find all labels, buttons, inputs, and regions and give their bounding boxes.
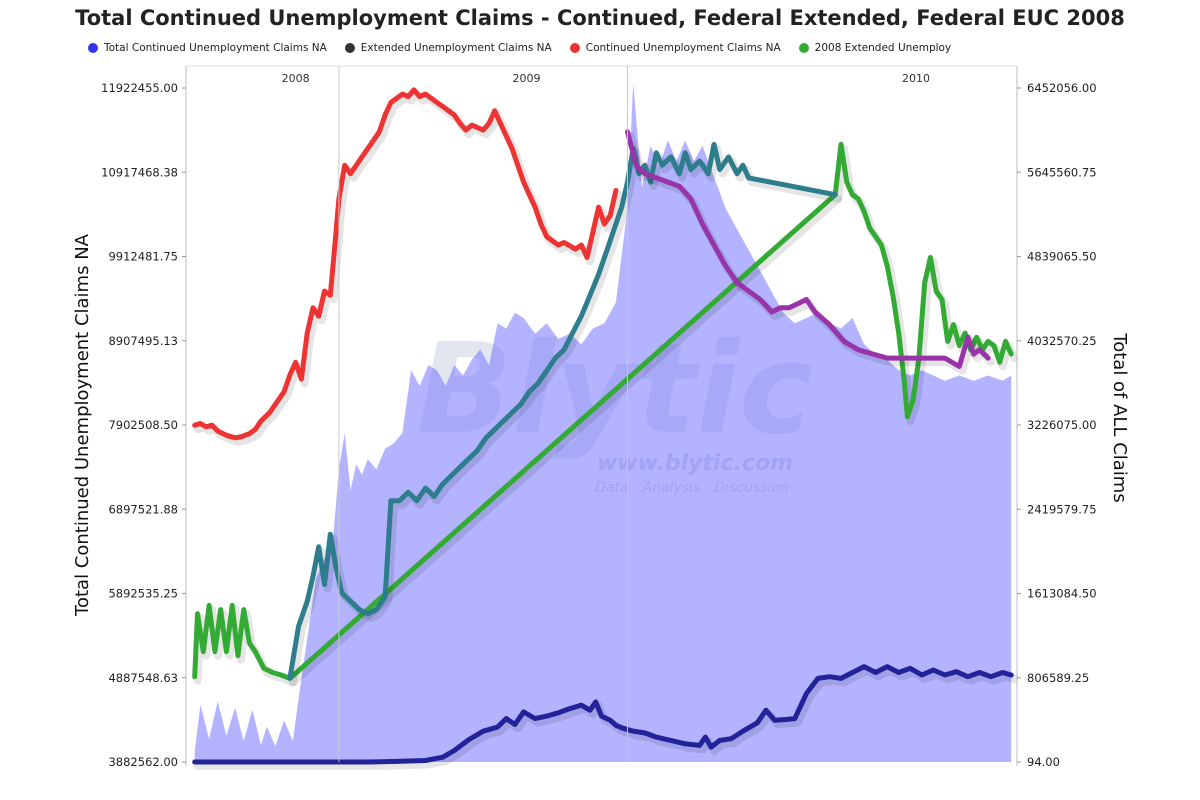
right-tick-label: 1613084.50 — [1027, 587, 1097, 601]
plot-area — [192, 83, 1019, 770]
legend-label: Continued Unemployment Claims NA — [585, 42, 781, 54]
right-tick-label: 806589.25 — [1027, 671, 1089, 685]
legend-dot-extended — [344, 43, 355, 53]
legend-dot-continued — [569, 43, 580, 53]
legend-item[interactable]: Extended Unemployment Claims NA — [344, 42, 552, 54]
left-tick-label: 10917468.38 — [101, 165, 178, 179]
year-label-1: 2009 — [512, 72, 540, 85]
legend-label: Extended Unemployment Claims NA — [360, 42, 552, 54]
legend-item[interactable]: 2008 Extended Unemploy — [798, 42, 952, 54]
right-tick-label: 5645560.75 — [1027, 165, 1097, 179]
axes: 2008 2009 2010 11922455.00 10917468.38 991248… — [72, 65, 1130, 769]
right-tick-label: 2419579.75 — [1027, 502, 1097, 516]
legend-dot-total — [88, 43, 98, 53]
left-tick-label: 4887548.63 — [108, 671, 178, 685]
series-line-1 — [192, 664, 1014, 765]
y-axis-title-right: Total of ALL Claims — [1109, 332, 1130, 502]
series-shadow-1 — [193, 666, 1019, 770]
right-tick-label: 6452056.00 — [1027, 81, 1097, 95]
series-line-2 — [192, 87, 619, 441]
left-tick-label: 5892535.25 — [108, 587, 178, 601]
left-tick-label: 7902508.50 — [108, 418, 178, 432]
left-tick-label: 11922455.00 — [101, 81, 178, 95]
left-tick-label: 8907495.13 — [108, 334, 178, 348]
right-tick-label: 4839065.50 — [1027, 250, 1097, 264]
legend-item[interactable]: Continued Unemployment Claims NA — [569, 42, 781, 54]
y-axis-title-left: Total Continued Unemployment Claims NA — [72, 233, 93, 617]
left-tick-label: 3882562.00 — [108, 755, 178, 769]
legend-dot-euc — [798, 43, 809, 53]
series-line-4 — [287, 141, 838, 681]
series-line-5 — [625, 129, 991, 369]
chart-title: Total Continued Unemployment Claims - Co… — [75, 6, 1125, 30]
legend-item[interactable]: Total Continued Unemployment Claims NA — [88, 42, 327, 54]
legend: Total Continued Unemployment Claims NA E… — [88, 40, 969, 56]
right-tick-label: 4032570.25 — [1027, 334, 1097, 348]
year-label-0: 2008 — [282, 72, 310, 85]
series-area-0 — [194, 83, 1012, 762]
right-tick-label: 3226075.00 — [1027, 418, 1097, 432]
left-tick-label: 6897521.88 — [108, 502, 178, 516]
legend-label: Total Continued Unemployment Claims NA — [104, 42, 327, 54]
right-tick-label: 94.00 — [1027, 755, 1060, 769]
legend-label: 2008 Extended Unemploy — [814, 42, 952, 54]
year-label-2: 2010 — [902, 72, 930, 85]
left-tick-label: 9912481.75 — [108, 250, 178, 264]
